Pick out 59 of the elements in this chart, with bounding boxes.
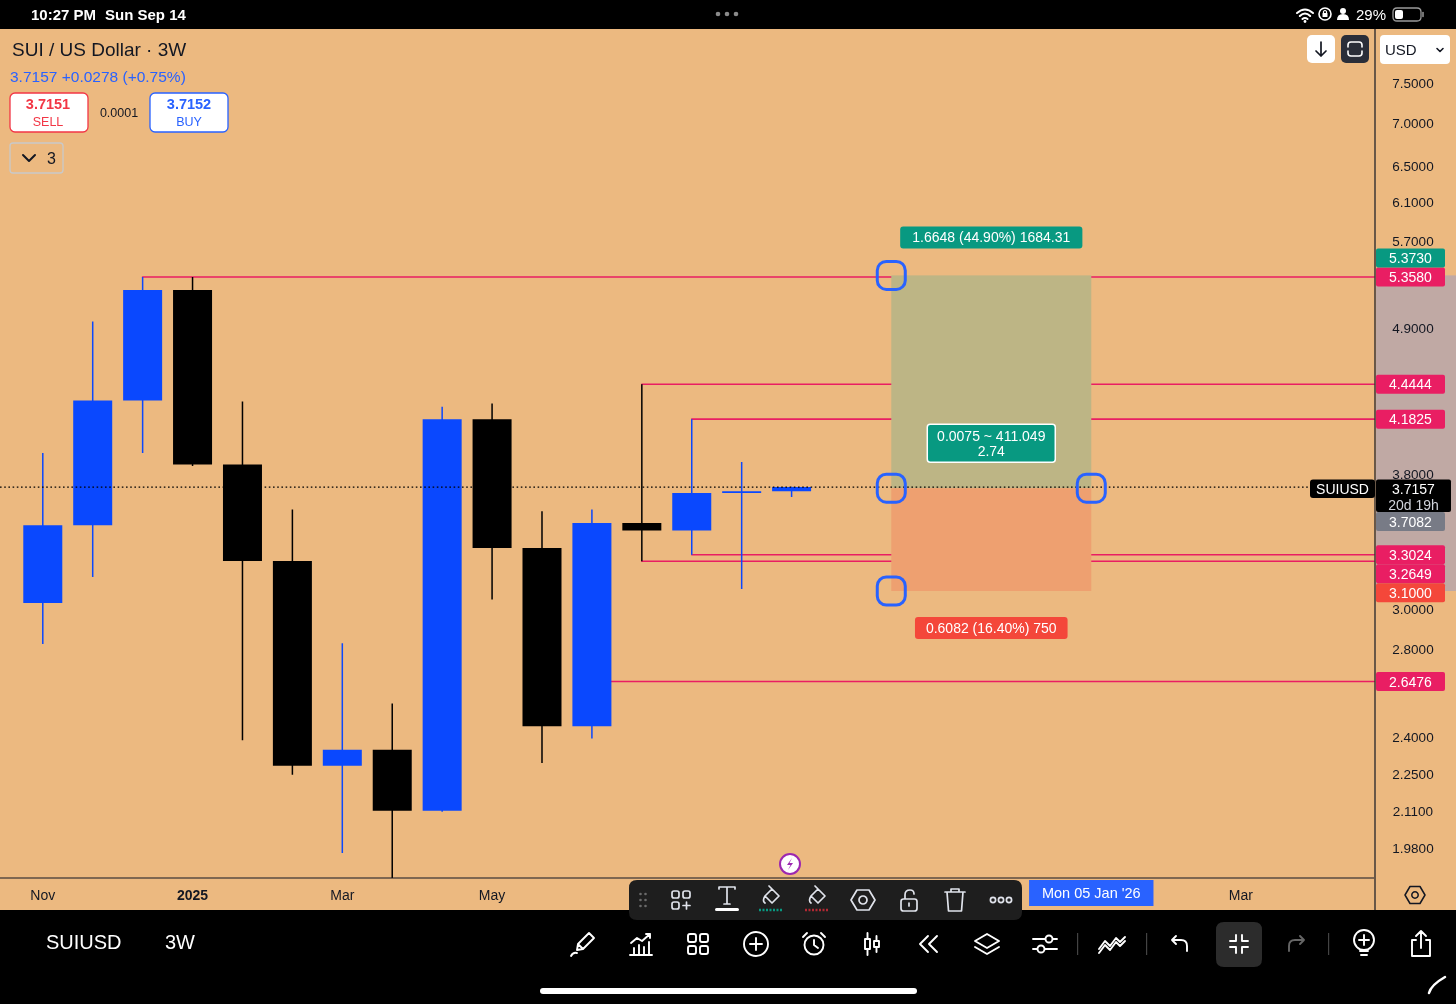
- x-tick-label: 2025: [176, 887, 209, 903]
- y-tick-label: 6.5000: [1392, 158, 1434, 174]
- x-tick-label: Mar: [1228, 887, 1254, 903]
- data-label: 1.6648 (44.90%) 1684.31: [912, 229, 1071, 246]
- candlestick: [123, 276, 163, 453]
- y-tick-label: 7.0000: [1392, 116, 1434, 132]
- text: 29%: [1356, 5, 1387, 23]
- y-tick-label: 5.7000: [1392, 233, 1434, 249]
- text: Sun Sep 14: [105, 5, 187, 23]
- text: USD: [1385, 41, 1417, 58]
- candlestick: [73, 321, 113, 577]
- text: 20d 19h: [1388, 497, 1439, 514]
- data-label: 0.6082 (16.40%) 750: [925, 620, 1057, 636]
- candlestick: [173, 276, 213, 467]
- data-label: 3.2649: [1389, 565, 1433, 582]
- data-label: 2.6476: [1389, 673, 1433, 690]
- text: 3.7157 +0.0278 (+0.75%): [10, 67, 186, 85]
- annotation: SUIUSD: [1316, 481, 1369, 498]
- ref-line-label: 3.7157: [1392, 481, 1436, 498]
- y-tick-label: 2.8000: [1392, 641, 1434, 657]
- candlestick: [372, 703, 412, 878]
- y-tick-label: 2.4000: [1392, 730, 1434, 746]
- annotation: 0.0001: [99, 106, 139, 120]
- text: SUI / US Dollar · 3W: [12, 38, 187, 60]
- annotation: 3.7152: [166, 96, 212, 112]
- data-label: 4.4444: [1389, 376, 1433, 393]
- y-tick-label: 7.5000: [1392, 76, 1434, 92]
- annotation: 0.0075 ~ 411.049: [937, 428, 1046, 445]
- y-tick-label: 1.9800: [1392, 840, 1434, 856]
- candlestick: [572, 509, 612, 739]
- annotation: BUY: [176, 115, 203, 129]
- annotation: 3.7151: [25, 96, 71, 112]
- y-tick-label: 2.1100: [1392, 804, 1434, 820]
- y-tick-label: 6.1000: [1392, 195, 1434, 211]
- annotation: SELL: [32, 115, 64, 129]
- candlestick: [522, 511, 562, 764]
- text: Mon 05 Jan '26: [1041, 885, 1141, 901]
- text: 3W: [165, 931, 196, 953]
- y-tick-label: 4.9000: [1392, 320, 1434, 336]
- x-tick-label: Mar: [330, 887, 355, 903]
- candlestick: [672, 419, 712, 555]
- y-tick-label: 3.8000: [1392, 466, 1434, 482]
- y-tick-label: 3.0000: [1392, 602, 1434, 618]
- text: 3.1000: [1389, 584, 1433, 601]
- annotation: 2.74: [977, 443, 1006, 460]
- x-tick-label: Nov: [30, 887, 56, 903]
- text: SUIUSD: [46, 931, 122, 953]
- x-tick-label: May: [478, 887, 506, 903]
- candlestick: [23, 452, 63, 645]
- data-label: 4.1825: [1389, 411, 1433, 428]
- text: 10:27 PM: [31, 5, 97, 23]
- candlestick: [272, 509, 312, 775]
- data-label: 5.3580: [1389, 268, 1433, 285]
- data-label: 3.3024: [1389, 546, 1433, 563]
- text: 5.3730: [1389, 249, 1433, 266]
- text: 3.7082: [1389, 513, 1433, 530]
- y-tick-label: 2.2500: [1392, 767, 1434, 783]
- candlestick: [422, 406, 462, 812]
- annotation: 3: [47, 149, 56, 167]
